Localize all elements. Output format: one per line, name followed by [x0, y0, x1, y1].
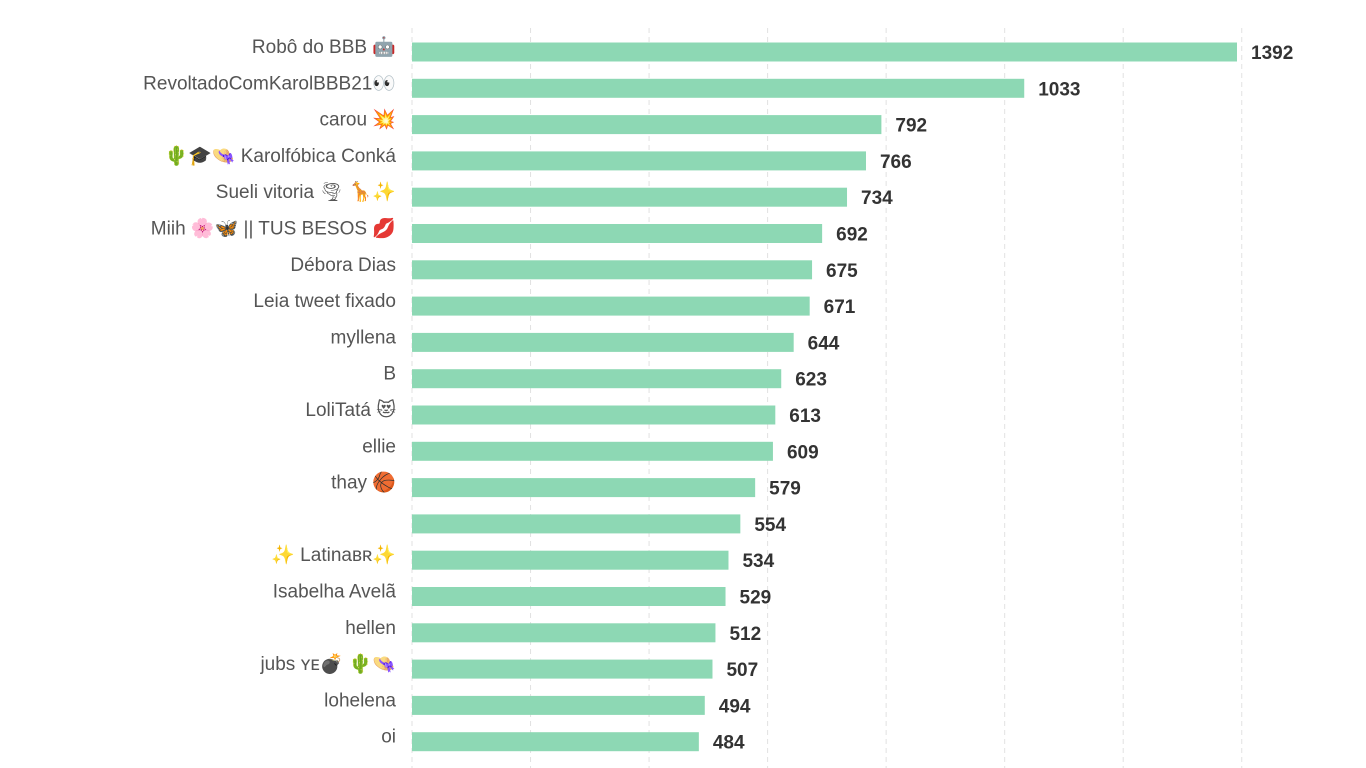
bar	[412, 659, 713, 679]
bar	[412, 187, 848, 207]
value-label: 484	[713, 733, 745, 754]
gridlines	[411, 28, 1243, 768]
bar	[412, 478, 756, 498]
bar	[412, 78, 1025, 98]
bar	[412, 332, 794, 352]
bar	[412, 296, 810, 316]
category-label: 🌵🎓👒 Karolfóbica Conká	[164, 144, 396, 167]
value-label: 766	[880, 152, 912, 173]
bar	[412, 115, 882, 135]
category-label: LoliTatá 😻	[305, 399, 396, 421]
value-label: 792	[895, 116, 927, 137]
value-label: 692	[836, 225, 868, 246]
bar	[412, 224, 823, 243]
bar	[412, 732, 699, 752]
value-label: 1392	[1251, 43, 1293, 64]
category-label: ✨ Latinaʙʀ✨	[271, 544, 396, 566]
bar	[412, 42, 1237, 62]
category-label: Isabelha Avelã	[273, 582, 397, 603]
category-label: Débora Dias	[290, 255, 396, 276]
bar	[412, 369, 782, 389]
bar	[412, 550, 729, 570]
category-label: thay 🏀	[331, 470, 396, 495]
value-label: 554	[754, 515, 786, 536]
bar	[412, 151, 866, 171]
category-label: carou 💥	[320, 108, 396, 131]
value-label: 734	[861, 188, 893, 209]
bar	[412, 441, 773, 461]
value-label: 579	[769, 479, 801, 500]
value-label: 609	[787, 442, 819, 463]
value-label: 534	[742, 551, 774, 572]
category-label: Leia tweet fixado	[253, 291, 396, 312]
value-label: 507	[726, 660, 758, 681]
value-label: 494	[719, 696, 751, 717]
value-label: 671	[824, 297, 856, 318]
category-label: Sueli vitoria 🌪 🦒✨	[216, 180, 396, 203]
category-label: ellie	[362, 436, 396, 457]
value-label: 529	[740, 588, 772, 609]
category-label: Miih 🌸🦋 || TUS BESOS 💋	[151, 217, 396, 240]
value-label: 1033	[1038, 79, 1080, 100]
bar	[412, 695, 705, 715]
category-label: myllena	[331, 327, 397, 348]
category-label: oi	[381, 727, 396, 748]
category-label: RevoltadoComKarolBBB21👀	[143, 73, 396, 94]
category-label: hellen	[345, 618, 396, 639]
category-label: Robô do BBB 🤖	[252, 35, 396, 58]
bar	[412, 260, 813, 280]
bars	[412, 42, 1237, 752]
bar	[412, 514, 741, 534]
value-label: 675	[826, 261, 858, 282]
category-labels: Robô do BBB 🤖 RevoltadoComKarolBBB21👀 caro…	[143, 35, 396, 748]
value-label: 512	[729, 624, 761, 645]
category-label: jubs ʏᴇ💣 🌵👒	[259, 652, 396, 676]
value-label: 644	[808, 333, 840, 354]
value-label: 623	[795, 370, 827, 391]
category-label: lohelena	[324, 690, 396, 711]
category-label: B	[383, 364, 396, 385]
bar	[412, 623, 716, 643]
bar	[412, 405, 776, 425]
value-labels: 1392 1033 792 766 734 692 675 671 644 623 613 609 57…	[713, 43, 1293, 754]
value-label: 613	[789, 406, 821, 427]
bar	[412, 587, 726, 606]
